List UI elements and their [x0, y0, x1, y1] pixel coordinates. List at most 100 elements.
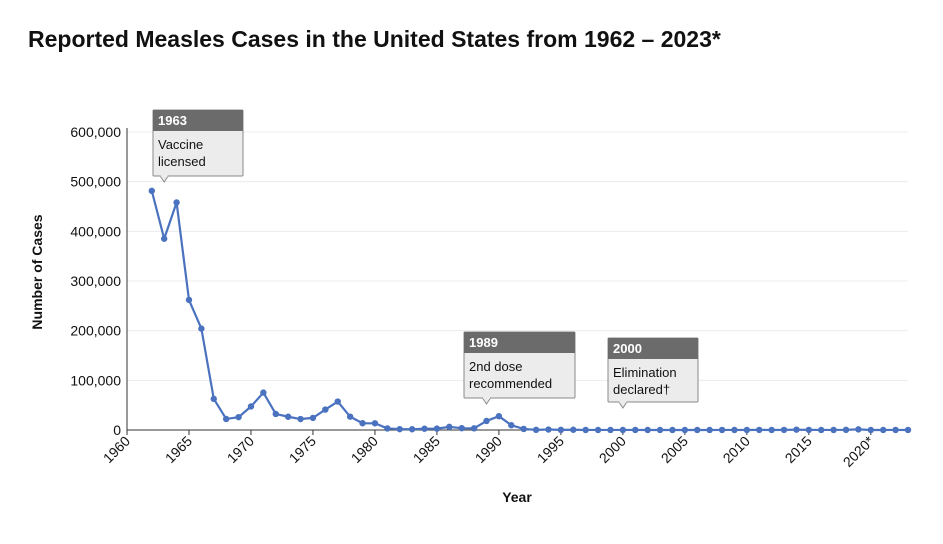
y-axis-title: Number of Cases — [29, 214, 45, 329]
x-tick-label: 1995 — [534, 433, 567, 466]
x-tick-label: 1985 — [410, 433, 443, 466]
data-point[interactable] — [681, 426, 689, 434]
annotation-text: declared† — [613, 382, 670, 397]
data-point[interactable] — [607, 426, 614, 434]
x-tick-label: 1965 — [162, 433, 195, 466]
data-point[interactable] — [706, 426, 713, 434]
data-point[interactable] — [210, 395, 217, 403]
x-tick-label: 2020* — [840, 432, 878, 470]
data-point[interactable] — [508, 422, 515, 429]
x-tick-label: 1990 — [472, 433, 505, 466]
data-point[interactable] — [235, 413, 242, 421]
data-point[interactable] — [322, 406, 329, 413]
data-point[interactable] — [855, 426, 862, 433]
data-point[interactable] — [842, 426, 850, 434]
data-point[interactable] — [570, 426, 577, 433]
data-point[interactable] — [309, 414, 317, 422]
data-point[interactable] — [148, 187, 155, 195]
series-points — [148, 187, 912, 434]
annotations: 1963 Vaccine licensed 1989 2nd dose recommend… — [152, 109, 699, 409]
data-point[interactable] — [384, 425, 391, 432]
chart-title: Reported Measles Cases in the United Sta… — [28, 26, 721, 52]
data-point[interactable] — [793, 426, 800, 433]
data-point[interactable] — [520, 425, 527, 433]
y-tick-label: 300,000 — [70, 273, 121, 289]
data-point[interactable] — [557, 426, 565, 434]
data-point[interactable] — [805, 426, 813, 434]
data-point[interactable] — [346, 413, 354, 420]
data-point[interactable] — [743, 426, 751, 434]
data-point[interactable] — [495, 412, 503, 420]
data-point[interactable] — [173, 199, 180, 206]
data-point[interactable] — [768, 426, 775, 434]
data-point[interactable] — [582, 426, 589, 434]
x-tick-label: 1980 — [348, 433, 381, 466]
annotation-1963: 1963 Vaccine licensed — [152, 109, 244, 183]
x-tick-labels: 1960 1965 1970 1975 1980 1985 1990 1995 2000 2005… — [100, 430, 878, 470]
data-point[interactable] — [222, 415, 230, 423]
y-tick-labels: 0 100,000 200,000 300,000 400,000 500,000 600,… — [70, 124, 121, 438]
y-tick-label: 500,000 — [70, 174, 121, 190]
annotation-2000: 2000 Elimination declared† — [607, 337, 699, 409]
y-tick-label: 0 — [113, 422, 121, 438]
data-point[interactable] — [334, 398, 341, 405]
data-point[interactable] — [632, 426, 639, 434]
annotation-text: Elimination — [613, 365, 677, 380]
data-point[interactable] — [433, 425, 441, 432]
y-tick-label: 600,000 — [70, 124, 121, 140]
data-point[interactable] — [718, 426, 726, 434]
data-point[interactable] — [644, 426, 651, 434]
data-point[interactable] — [297, 415, 304, 423]
data-point[interactable] — [656, 426, 664, 434]
data-point[interactable] — [185, 296, 193, 304]
annotation-text: 2nd dose — [469, 359, 523, 374]
data-point[interactable] — [260, 389, 267, 396]
data-point[interactable] — [830, 426, 837, 434]
annotation-year: 1963 — [158, 113, 187, 128]
data-point[interactable] — [880, 426, 887, 434]
data-point[interactable] — [619, 426, 627, 434]
x-tick-label: 2015 — [782, 433, 815, 466]
x-tick-label: 2005 — [658, 433, 691, 466]
data-point[interactable] — [247, 403, 255, 410]
data-point[interactable] — [160, 235, 168, 242]
y-tick-label: 400,000 — [70, 223, 121, 239]
data-point[interactable] — [731, 426, 738, 434]
annotation-1989: 1989 2nd dose recommended — [463, 331, 576, 405]
data-point[interactable] — [198, 325, 205, 332]
data-point[interactable] — [669, 426, 676, 434]
data-point[interactable] — [532, 426, 540, 434]
data-point[interactable] — [284, 413, 292, 420]
data-point[interactable] — [780, 426, 788, 434]
data-point[interactable] — [892, 426, 899, 434]
data-point[interactable] — [818, 426, 825, 434]
data-point[interactable] — [594, 426, 602, 434]
data-point[interactable] — [458, 424, 465, 432]
annotation-year: 2000 — [613, 341, 642, 356]
data-point[interactable] — [272, 410, 279, 418]
data-point[interactable] — [371, 420, 379, 427]
data-point[interactable] — [408, 426, 416, 433]
annotation-year: 1989 — [469, 335, 498, 350]
annotation-text: recommended — [469, 376, 552, 391]
data-point[interactable] — [756, 426, 763, 434]
data-point[interactable] — [904, 426, 912, 434]
x-tick-label: 2010 — [720, 433, 753, 466]
x-tick-label: 1975 — [286, 433, 319, 466]
x-tick-label: 1960 — [100, 433, 133, 466]
data-point[interactable] — [694, 426, 701, 434]
data-point[interactable] — [545, 426, 552, 433]
data-point[interactable] — [446, 423, 453, 431]
data-point[interactable] — [359, 420, 366, 427]
y-tick-label: 200,000 — [70, 323, 121, 339]
data-point[interactable] — [867, 426, 875, 434]
x-tick-label: 1970 — [224, 433, 257, 466]
annotation-text: licensed — [158, 154, 206, 169]
data-point[interactable] — [470, 425, 478, 432]
data-point[interactable] — [483, 417, 490, 425]
data-point[interactable] — [421, 425, 428, 432]
data-point[interactable] — [396, 425, 403, 433]
x-tick-label: 2000 — [596, 433, 629, 466]
y-tick-label: 100,000 — [70, 372, 121, 388]
